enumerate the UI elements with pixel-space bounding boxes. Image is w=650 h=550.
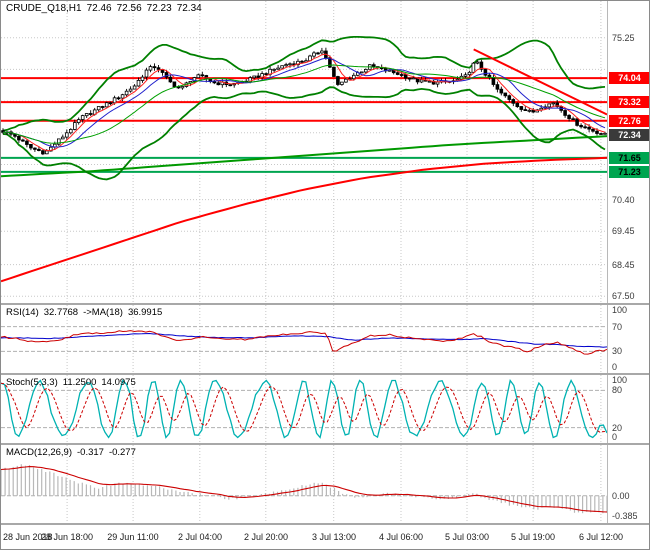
ohlc-low: 72.23 <box>146 3 172 14</box>
macd-name: MACD(12,26,9) <box>6 447 72 458</box>
axis-label: 75.25 <box>612 32 635 43</box>
axis-label: 69.45 <box>612 226 635 237</box>
time-axis-label: 4 Jul 06:00 <box>378 532 424 542</box>
time-axis-label: 28 Jun 18:00 <box>40 532 94 542</box>
axis-label: 0 <box>612 362 618 372</box>
axis-label: 68.45 <box>612 259 635 270</box>
rsi-name: RSI(14) <box>6 307 39 318</box>
horizontal-price-levels <box>1 77 607 173</box>
price-chart-panel[interactable]: CRUDE_Q18,H1 72.46 72.56 72.23 72.34 75.25 70… <box>1 1 650 303</box>
macd-value: -0.317 <box>77 447 104 458</box>
time-axis-label: 2 Jul 04:00 <box>177 532 223 542</box>
bollinger-bands <box>2 36 606 181</box>
price-level-badge: 72.76 <box>609 114 649 127</box>
descending-trendline[interactable] <box>473 48 608 116</box>
ohlc-high: 72.56 <box>116 3 142 14</box>
price-level-badge: 74.04 <box>609 72 649 85</box>
price-level-badge: 73.32 <box>609 96 649 109</box>
stoch-value: 11.2500 <box>62 377 97 388</box>
axis-label: 67.50 <box>612 291 635 302</box>
time-axis-label: 5 Jul 19:00 <box>510 532 556 542</box>
axis-label: 20 <box>612 422 623 433</box>
axis-label: 100 <box>612 375 628 385</box>
main-grid <box>1 1 607 303</box>
macd-legend: MACD(12,26,9) -0.317 -0.277 <box>6 447 141 458</box>
rsi-plot[interactable] <box>1 305 650 373</box>
stochastic-legend: Stoch(5,3,3) 11.2500 14.0975 <box>6 377 141 388</box>
panel-splitter[interactable] <box>1 303 649 305</box>
axis-label: 0 <box>612 432 618 442</box>
rsi-ma-name: ->MA(18) <box>83 307 123 318</box>
axis-label: 100 <box>612 305 628 315</box>
macd-panel[interactable]: MACD(12,26,9) -0.317 -0.277 0.00 -0.385 <box>1 445 650 523</box>
time-axis-label: 29 Jun 11:00 <box>107 532 159 542</box>
axis-label: 70 <box>612 321 623 332</box>
time-axis-label: 5 Jul 03:00 <box>444 532 490 542</box>
macd-plot[interactable] <box>1 445 650 523</box>
price-chart-legend: CRUDE_Q18,H1 72.46 72.56 72.23 72.34 <box>6 3 207 14</box>
rsi-ma-value: 36.9915 <box>127 307 163 318</box>
macd-signal-value: -0.277 <box>108 447 136 458</box>
price-level-badge: 71.23 <box>609 165 649 178</box>
time-axis-label: 2 Jul 20:00 <box>243 532 289 542</box>
ohlc-close: 72.34 <box>176 3 202 14</box>
stoch-signal-value: 14.0975 <box>101 377 136 388</box>
axis-label: -0.385 <box>612 510 638 521</box>
time-axis[interactable]: 28 Jun 2018 28 Jun 18:00 29 Jun 11:00 2 Jul… <box>1 525 649 549</box>
panel-splitter[interactable] <box>1 443 649 445</box>
time-axis-label: 3 Jul 13:00 <box>311 532 357 542</box>
stochastic-plot[interactable] <box>1 375 650 443</box>
axis-label: 0.00 <box>612 490 630 501</box>
time-axis-label: 6 Jul 12:00 <box>578 532 624 542</box>
stochastic-panel[interactable]: Stoch(5,3,3) 11.2500 14.0975 100 80 20 0 <box>1 375 650 443</box>
slow-moving-averages <box>1 135 608 283</box>
axis-label: 80 <box>612 385 623 396</box>
time-axis-label: 28 Jun 2018 <box>3 532 53 542</box>
rsi-panel[interactable]: RSI(14) 32.7768 ->MA(18) 36.9915 100 70 30 0 <box>1 305 650 373</box>
rsi-value: 32.7768 <box>43 307 79 318</box>
panel-splitter[interactable] <box>1 523 649 525</box>
symbol-timeframe-label: CRUDE_Q18,H1 <box>6 3 82 14</box>
axis-label: 30 <box>612 346 623 357</box>
price-level-badge: 72.34 <box>609 128 649 141</box>
stoch-name: Stoch(5,3,3) <box>6 377 58 388</box>
ohlc-open: 72.46 <box>86 3 112 14</box>
axis-label: 70.40 <box>612 194 635 205</box>
rsi-legend: RSI(14) 32.7768 ->MA(18) 36.9915 <box>6 307 167 318</box>
price-level-badge: 71.65 <box>609 151 649 164</box>
panel-splitter[interactable] <box>1 373 649 375</box>
fast-moving-averages <box>2 53 606 152</box>
price-plot[interactable] <box>1 1 650 303</box>
